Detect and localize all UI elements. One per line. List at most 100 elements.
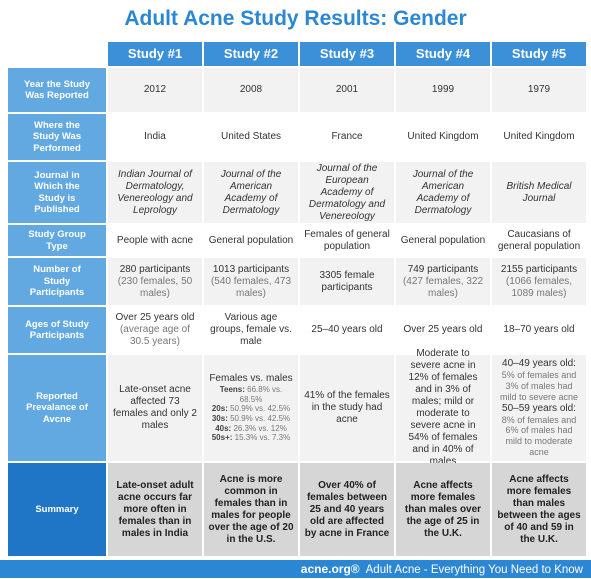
cell-text: Females vs. males [209,373,293,385]
column-header: Study #5 [492,42,586,66]
cell-note: (230 females, 50 males) [117,275,193,299]
table-cell: People with acne [108,225,202,256]
cell-text: 3305 female participants [319,269,375,293]
item-key: 20s: [211,404,228,414]
table-cell: Acne affects more females than males bet… [492,463,586,556]
cell-text: General population [400,234,486,246]
cell-text: People with acne [116,234,194,246]
table-cell: General population [396,225,490,256]
table-cell: Over 40% of females between 25 and 40 ye… [300,463,394,556]
table-cell: Late-onset acne affected 73 females and … [108,355,202,461]
table-cell: United Kingdom [396,114,490,160]
table-cell: Over 25 years old [396,307,490,353]
title: Adult Acne Study Results: Gender [124,7,467,30]
cell-text: 2012 [143,84,167,95]
cell-text: General population [208,234,294,246]
table-cell: General population [204,225,298,256]
cell-note: (427 females, 322 males) [402,275,484,299]
column-header: Study #3 [300,42,394,66]
row-label: Year the Study Was Reported [8,68,106,112]
list-item: 50s+: 15.3% vs. 7.3% [212,433,291,443]
table-cell: 41% of the females in the study had acne [300,355,394,461]
item-key: 40–49 years old: [502,358,576,370]
table-cell: 18–70 years old [492,307,586,353]
table-cell: 1013 participants (540 females, 473 males… [204,258,298,305]
table-cell: Moderate to severe acne in 12% of female… [396,348,490,467]
cell-text: 2001 [335,84,359,95]
item-key: 40s: [215,423,232,433]
table-cell: Indian Journal of Dermatology, Venereolo… [108,162,202,223]
tagline: Adult Acne - Everything You Need to Know [365,564,583,576]
cell-text: Over 25 years old [403,324,483,335]
item-value: 15.3% vs. 7.3% [234,433,291,443]
table-cell: Females of general population [300,225,394,256]
cell-text: 1013 participants [212,263,290,275]
item-value: 8% of females and 6% of males had mild t… [501,414,577,457]
cell-note: (average age of 30.5 years) [119,324,191,347]
cell-note: (1066 females, 1089 males) [505,275,573,299]
table-cell: 2008 [204,68,298,112]
cell-text: 1999 [431,84,455,95]
cell-text: Acne affects more females than males bet… [497,473,581,545]
cell-text: Over 25 years old [115,312,195,323]
row-label: Ages of Study Participants [8,307,106,353]
table-cell: 40–49 years old: 5% of females and 3% of … [492,355,586,461]
cell-text: Journal of the American Academy of Derma… [412,168,474,216]
cell-text: Caucasians of general population [497,228,581,252]
item-value: 26.3% vs. 12% [233,423,287,433]
table-cell: 749 participants (427 females, 322 males) [396,258,490,305]
table-cell: India [108,114,202,160]
row-label: Summary [8,463,106,556]
cell-text: Late-onset acne affected 73 females and … [113,384,197,431]
cell-text: Journal of the American Academy of Derma… [220,168,282,216]
table-cell: Caucasians of general population [492,225,586,256]
table-cell: Journal of the European Academy of Derma… [300,162,394,223]
footer: acne.org® Adult Acne - Everything You Nee… [0,560,591,578]
table-cell: Journal of the American Academy of Derma… [396,162,490,223]
row-label: Where the Study Was Performed [8,114,106,160]
cell-note: (540 females, 473 males) [210,275,292,299]
cell-text: Journal of the European Academy of Derma… [308,162,386,222]
cell-text: Over 40% of females between 25 and 40 ye… [304,479,390,539]
table-cell: 2012 [108,68,202,112]
results-table: Study #1 Study #2 Study #3 Study #4 Study #5… [8,42,586,556]
item-value: 50.9% vs. 42.5% [230,414,291,423]
cell-text: 1979 [527,84,551,95]
cell-text: India [144,131,166,142]
table-cell: Females vs. males Teens: 66.8% vs. 68.5% 2… [204,355,298,461]
list-item: 20s: 50.9% vs. 42.5% [212,404,290,414]
list-item: 30s: 50.9% vs. 42.5% [212,414,290,424]
cell-text: 41% of the females in the study had acne [304,390,390,425]
table-cell: United Kingdom [492,114,586,160]
table-cell: 3305 female participants [300,258,394,305]
brand: acne.org® [300,562,360,576]
cell-text: 749 participants [407,263,479,275]
column-header: Study #1 [108,42,202,66]
table-cell: Acne is more common in females than in m… [204,463,298,556]
cell-text: British Medical Journal [506,180,572,204]
cell-text: 25–40 years old [311,324,383,335]
item-key: 50–59 years old: [502,402,576,414]
table-cell: 25–40 years old [300,307,394,353]
table-cell: Various age groups, female vs. male [204,307,298,353]
table-cell: 280 participants (230 females, 50 males) [108,258,202,305]
row-label: Reported Prevalance of Avcne [8,355,106,461]
table-cell: 2001 [300,68,394,112]
table-cell: 1999 [396,68,490,112]
cell-text: Acne is more common in females than in m… [208,473,294,545]
item-value: 66.8% vs. 68.5% [239,385,283,404]
item-key: Teens: [219,385,245,395]
row-label: Journal in Which the Study is Published [8,162,106,223]
cell-text: 280 participants [119,263,191,275]
table-cell: Late-onset adult acne occurs far more of… [108,463,202,556]
column-header: Study #4 [396,42,490,66]
table-cell: Acne affects more females than males ove… [396,463,490,556]
cell-text: Acne affects more females than males ove… [404,479,482,539]
cell-text: Various age groups, female vs. male [210,312,292,347]
table-cell: Journal of the American Academy of Derma… [204,162,298,223]
item-key: 50s+: [211,433,233,443]
list-item: 40s: 26.3% vs. 12% [215,424,287,434]
table-cell: 2155 participants (1066 females, 1089 mal… [492,258,586,305]
table-cell: 1979 [492,68,586,112]
